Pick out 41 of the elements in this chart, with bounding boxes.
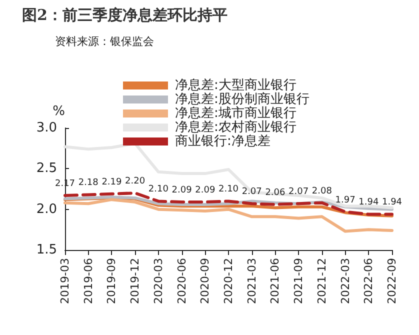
x-tick-label: 2019-03 bbox=[58, 258, 72, 304]
x-tick-label: 2019-09 bbox=[105, 258, 118, 304]
x-tick-label: 2020-03 bbox=[152, 258, 165, 304]
data-label: 2.09 bbox=[172, 186, 192, 196]
data-label: 2.09 bbox=[195, 186, 216, 196]
x-tick-label: 2019-12 bbox=[128, 258, 142, 304]
x-tick-label: 2021-06 bbox=[268, 258, 282, 304]
data-label: 2.19 bbox=[102, 177, 122, 188]
y-tick-label: 2.5 bbox=[36, 161, 57, 176]
x-tick-label: 2020-09 bbox=[198, 258, 212, 304]
x-tick-label: 2022-06 bbox=[362, 258, 376, 304]
legend-label: 净息差:大型商业银行 bbox=[175, 78, 296, 93]
data-label: 1.94 bbox=[382, 198, 402, 208]
data-label: 2.10 bbox=[218, 184, 239, 195]
data-label: 1.97 bbox=[335, 195, 356, 206]
data-label: 2.18 bbox=[78, 178, 99, 188]
legend-label: 净息差:农村商业银行 bbox=[175, 120, 296, 135]
x-tick-label: 2022-09 bbox=[386, 258, 398, 304]
legend-label: 净息差:城市商业银行 bbox=[175, 106, 296, 121]
y-axis-title: % bbox=[52, 104, 65, 119]
x-tick-label: 2021-03 bbox=[245, 258, 258, 304]
data-label: 1.94 bbox=[358, 198, 379, 208]
x-tick-label: 2019-06 bbox=[82, 258, 95, 304]
data-label: 2.10 bbox=[148, 184, 169, 195]
data-label: 2.07 bbox=[288, 187, 309, 198]
legend-label: 商业银行:净息差 bbox=[175, 134, 270, 149]
y-tick-label: 1.5 bbox=[36, 242, 57, 258]
x-tick-label: 2020-12 bbox=[222, 258, 235, 304]
chart-title: 图2：前三季度净息差环比持平 bbox=[22, 6, 228, 25]
data-label: 2.07 bbox=[242, 187, 262, 198]
x-tick-label: 2021-12 bbox=[315, 258, 328, 304]
x-tick-label: 2020-06 bbox=[175, 258, 188, 304]
y-tick-label: 3.0 bbox=[36, 120, 57, 136]
legend-label: 净息差:股份制商业银行 bbox=[175, 92, 310, 107]
x-tick-label: 2022-03 bbox=[338, 258, 352, 304]
x-tick-label: 2021-09 bbox=[292, 258, 306, 304]
y-tick-label: 2.0 bbox=[36, 202, 57, 217]
chart-subtitle: 资料来源：银保监会 bbox=[55, 34, 154, 49]
data-label: 2.08 bbox=[312, 186, 332, 196]
data-label: 2.20 bbox=[125, 176, 146, 187]
data-label: 2.06 bbox=[265, 188, 286, 198]
